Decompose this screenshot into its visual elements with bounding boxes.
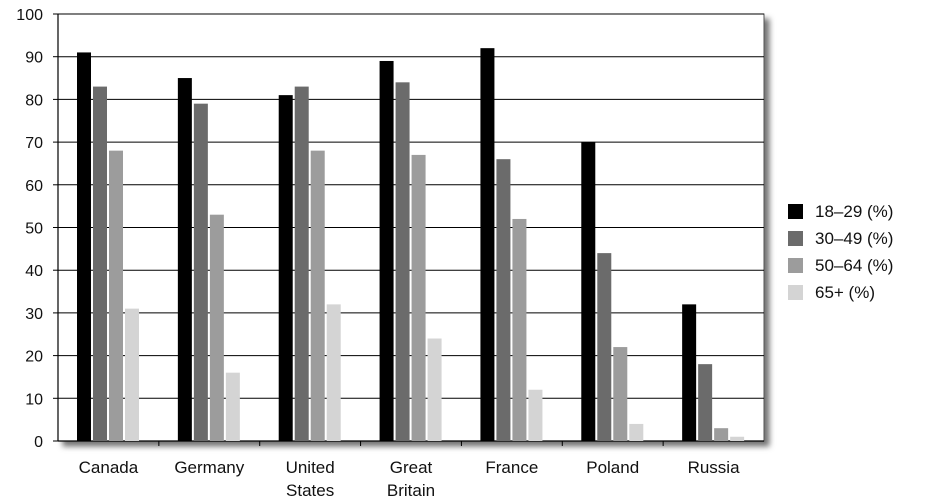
- bar: [613, 347, 628, 441]
- y-tick-label: 10: [25, 391, 43, 408]
- y-tick-label: 80: [25, 92, 43, 109]
- bar: [125, 308, 139, 441]
- bar: [225, 372, 240, 441]
- y-tick-label: 20: [25, 349, 43, 366]
- bar: [77, 52, 91, 442]
- bar: [326, 304, 341, 441]
- y-tick-label: 90: [25, 50, 43, 67]
- y-tick-label: 50: [25, 221, 43, 238]
- bar: [193, 103, 208, 442]
- x-tick-label: Britain: [387, 481, 435, 500]
- y-tick-label: 30: [25, 306, 43, 323]
- bar: [379, 60, 394, 441]
- legend-item-18-29: 18–29 (%): [788, 198, 893, 225]
- bar: [512, 218, 527, 441]
- bar: [480, 48, 495, 441]
- legend-item-65-plus: 65+ (%): [788, 279, 893, 306]
- bar: [411, 154, 426, 441]
- legend-swatch: [788, 285, 803, 300]
- x-tick-label: Great: [390, 458, 433, 477]
- bar: [209, 214, 224, 441]
- bar: [395, 82, 410, 441]
- bar: [310, 150, 325, 441]
- x-tick-label: United: [286, 458, 335, 477]
- legend: 18–29 (%) 30–49 (%) 50–64 (%) 65+ (%): [788, 198, 893, 306]
- bar: [93, 86, 107, 441]
- bar: [427, 338, 442, 441]
- legend-label: 30–49 (%): [815, 228, 894, 248]
- bar: [294, 86, 309, 441]
- y-tick-label: 60: [25, 178, 43, 195]
- legend-label: 18–29 (%): [815, 201, 894, 221]
- bar: [698, 364, 713, 441]
- y-tick-label: 40: [25, 263, 43, 280]
- bar: [278, 95, 293, 441]
- bar: [581, 142, 596, 441]
- bar: [496, 159, 511, 441]
- bar: [682, 304, 697, 441]
- x-tick-label: Russia: [688, 458, 741, 477]
- bar: [528, 389, 543, 441]
- legend-swatch: [788, 231, 803, 246]
- bar: [730, 436, 745, 441]
- legend-label: 50–64 (%): [815, 255, 894, 275]
- x-tick-label: Canada: [79, 458, 139, 477]
- legend-item-30-49: 30–49 (%): [788, 225, 893, 252]
- legend-swatch: [788, 204, 803, 219]
- y-tick-label: 70: [25, 135, 43, 152]
- bar: [714, 428, 729, 441]
- y-tick-label: 100: [16, 7, 43, 24]
- legend-swatch: [788, 258, 803, 273]
- x-tick-label: Germany: [174, 458, 244, 477]
- bar: [177, 78, 192, 442]
- bar: [109, 150, 123, 441]
- legend-item-50-64: 50–64 (%): [788, 252, 893, 279]
- x-tick-label: States: [286, 481, 334, 500]
- legend-label: 65+ (%): [815, 282, 875, 302]
- y-tick-label: 0: [34, 434, 43, 451]
- bar: [629, 423, 644, 441]
- bar: [597, 253, 612, 441]
- x-tick-label: Poland: [586, 458, 639, 477]
- x-tick-label: France: [485, 458, 538, 477]
